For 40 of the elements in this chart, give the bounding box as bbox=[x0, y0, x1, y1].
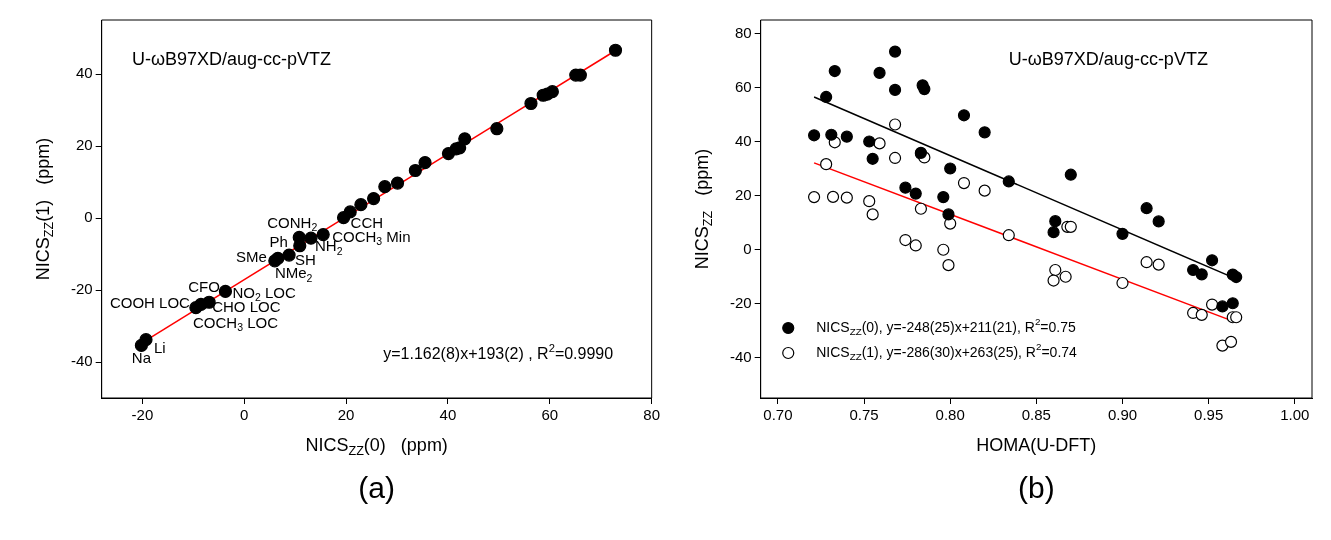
y-tick-label: -20 bbox=[70, 280, 93, 298]
y-tick-label: -20 bbox=[729, 293, 752, 311]
text: (b) bbox=[1018, 471, 1055, 505]
annotation: SMe bbox=[235, 247, 267, 265]
text: (a) bbox=[358, 471, 396, 505]
y-tick-label: 40 bbox=[75, 64, 93, 82]
y-tick-label: 60 bbox=[734, 77, 752, 95]
y-axis-title: NICSZZ (ppm) bbox=[691, 148, 715, 270]
y-tick-label: 20 bbox=[75, 136, 93, 154]
x-tick-label: 60 bbox=[541, 406, 559, 424]
y-tick-label: 40 bbox=[734, 131, 752, 149]
annotation: CCH bbox=[350, 213, 384, 231]
y-axis-title: NICSZZ(1) (ppm) bbox=[32, 137, 56, 281]
x-tick-label: 0.85 bbox=[1021, 406, 1051, 424]
x-tick-label: 0.90 bbox=[1107, 406, 1138, 424]
annotation: Li bbox=[153, 338, 166, 356]
x-tick-label: 40 bbox=[439, 406, 457, 424]
annotation: Ph bbox=[269, 232, 288, 250]
x-tick-label: 0.80 bbox=[935, 406, 965, 424]
annotation: CFO bbox=[188, 277, 220, 295]
x-tick-label: 20 bbox=[337, 406, 355, 424]
x-tick-label: -20 bbox=[131, 406, 154, 424]
y-tick-label: -40 bbox=[70, 352, 93, 370]
y-tick-label: 80 bbox=[734, 23, 752, 41]
annotation: COOH LOC bbox=[109, 293, 191, 311]
x-axis-title: HOMA(U-DFT) bbox=[976, 434, 1097, 455]
x-tick-label: 1.00 bbox=[1280, 406, 1310, 424]
y-tick-label: 0 bbox=[743, 239, 752, 257]
x-tick-label: 0.70 bbox=[763, 406, 793, 424]
x-tick-label: 80 bbox=[643, 406, 660, 424]
x-tick-label: 0.95 bbox=[1194, 406, 1224, 424]
annotation: U-ωB97XD/aug-cc-pVTZ bbox=[1008, 49, 1208, 70]
y-tick-label: 20 bbox=[734, 185, 752, 203]
annotation: Na bbox=[131, 348, 152, 366]
y-tick-label: -40 bbox=[729, 347, 752, 365]
annotation: U-ωB97XD/aug-cc-pVTZ bbox=[131, 49, 332, 70]
x-tick-label: 0.75 bbox=[849, 406, 879, 424]
y-tick-label: 0 bbox=[84, 208, 93, 226]
annotation: SH bbox=[295, 251, 316, 269]
x-tick-label: 0 bbox=[240, 406, 249, 424]
